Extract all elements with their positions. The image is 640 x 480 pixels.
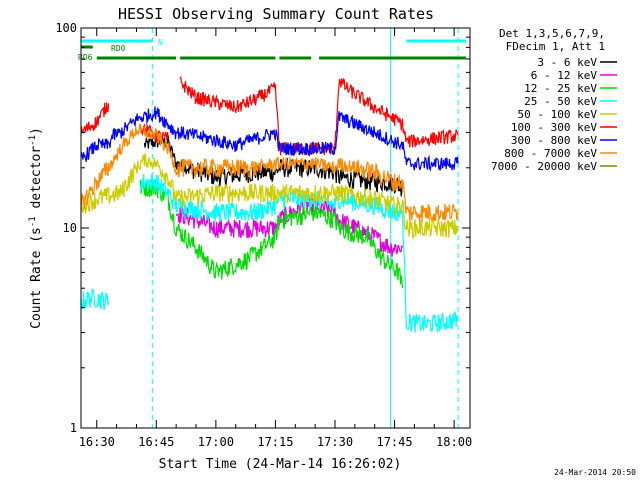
x-tick-label: 16:30 <box>79 435 115 449</box>
y-tick-label: 10 <box>63 221 77 235</box>
x-tick-label: 18:00 <box>436 435 472 449</box>
legend-label: 800 - 7000 keV <box>504 147 597 160</box>
legend-label: 25 - 50 keV <box>524 95 597 108</box>
series-7 <box>81 123 459 222</box>
state-bars-layer: N RD0 RD6 <box>78 38 467 62</box>
x-tick-label: 17:15 <box>257 435 293 449</box>
series-4 <box>81 153 459 241</box>
series-6 <box>81 106 459 172</box>
series-line-4 <box>81 153 459 241</box>
axes-layer: 16:30 16:45 17:00 17:15 17:30 17:45 18:00 1 10 10… <box>55 21 472 449</box>
state-label: RD0 <box>111 44 126 53</box>
legend-header: Det 1,3,5,6,7,9, <box>499 27 605 40</box>
series-layer <box>81 75 459 333</box>
state-label: RD6 <box>78 53 93 62</box>
series-line-3 <box>81 288 110 311</box>
legend: Det 1,3,5,6,7,9,FDecim 1, Att 1 3 - 6 keV… <box>491 27 617 173</box>
legend-label: 300 - 800 keV <box>511 134 597 147</box>
timestamp: 24-Mar-2014 20:50 <box>554 468 636 477</box>
series-0 <box>143 134 404 197</box>
legend-label: 100 - 300 keV <box>511 121 597 134</box>
legend-header: FDecim 1, Att 1 <box>506 40 605 53</box>
series-line-5 <box>81 102 110 138</box>
y-axis-label: Count Rate (s-1 detector-1) <box>28 127 44 329</box>
series-2 <box>139 179 404 289</box>
legend-label: 7000 - 20000 keV <box>491 160 597 173</box>
legend-label: 12 - 25 keV <box>524 82 597 95</box>
x-tick-label: 16:45 <box>138 435 174 449</box>
legend-label: 6 - 12 keV <box>531 69 598 82</box>
state-label: N <box>158 38 163 47</box>
x-tick-label: 17:45 <box>376 435 412 449</box>
x-tick-label: 17:00 <box>198 435 234 449</box>
series-line-6 <box>81 106 459 172</box>
series-line-0 <box>143 134 404 197</box>
series-line-2 <box>139 179 404 289</box>
y-tick-label: 100 <box>55 21 77 35</box>
series-line-7 <box>81 123 459 222</box>
x-tick-label: 17:30 <box>317 435 353 449</box>
legend-label: 3 - 6 keV <box>537 56 597 69</box>
x-axis-label: Start Time (24-Mar-14 16:26:02) <box>159 457 402 472</box>
y-tick-label: 1 <box>70 421 77 435</box>
legend-label: 50 - 100 keV <box>518 108 598 121</box>
chart-title: HESSI Observing Summary Count Rates <box>118 5 434 23</box>
